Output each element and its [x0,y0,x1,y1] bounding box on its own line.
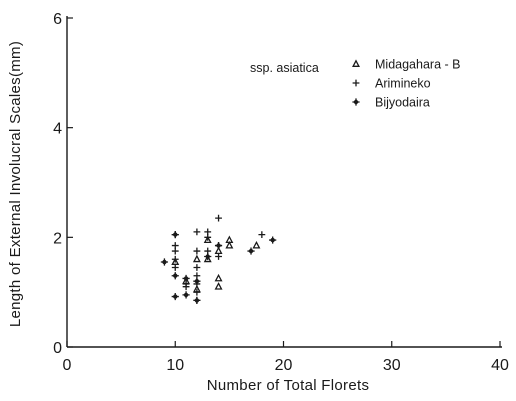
data-points [160,214,277,304]
y-tick-label: 4 [53,121,62,138]
data-point-plus [258,231,266,238]
x-tick-label: 0 [63,357,72,374]
data-point-plus [193,247,201,255]
data-point-plus [193,288,201,296]
data-point-triangle [252,240,261,249]
x-tick-label: 20 [275,357,293,374]
data-point-star [182,291,190,299]
legend-marker-plus [352,79,360,87]
data-point-star [193,277,201,285]
data-point-triangle [225,240,234,249]
legend-marker-triangle [352,59,360,67]
data-point-plus [215,214,222,222]
y-tick-label: 6 [53,11,62,28]
x-tick-label: 10 [166,357,184,374]
data-point-star [193,296,201,304]
legend: ssp. asiatica Midagahara - B Arimineko Bij… [250,58,460,110]
legend-title: ssp. asiatica [250,61,319,75]
data-point-plus [171,255,179,263]
data-point-plus [171,264,179,271]
data-point-star [160,258,169,266]
data-point-triangle [203,254,212,263]
y-axis-title: Length of External Involucral Scales(mm) [7,41,24,327]
y-tick-label: 0 [53,340,62,357]
data-point-star [269,236,277,244]
x-axis-title: Number of Total Florets [207,377,370,394]
x-tick-label: 30 [383,357,401,374]
legend-label: Arimineko [375,77,431,91]
y-tick-label: 2 [53,230,62,247]
legend-label: Midagahara - B [375,58,460,72]
data-point-plus [193,228,201,236]
axes [66,16,502,348]
data-point-triangle [214,282,223,290]
data-point-star [182,274,190,283]
legend-marker-star [352,98,360,106]
data-point-plus [171,247,179,255]
data-point-star [247,247,255,255]
data-point-star [171,292,179,301]
tick-marks [66,17,501,348]
data-point-star [204,252,212,261]
data-point-plus [182,283,190,291]
data-point-star [214,241,223,250]
legend-label: Bijyodaira [375,96,430,110]
data-point-triangle [192,254,201,263]
legend-items: Midagahara - B Arimineko Bijyodaira [352,58,460,110]
data-point-triangle [203,235,212,244]
data-point-plus [204,233,212,241]
data-point-star [171,230,179,239]
data-point-triangle [214,273,223,282]
tick-labels: 0 10 20 30 40 0 2 4 6 [53,11,509,374]
data-point-plus [215,253,222,260]
x-tick-label: 40 [491,357,509,374]
data-point-plus [193,264,201,271]
data-point-star [171,272,179,280]
